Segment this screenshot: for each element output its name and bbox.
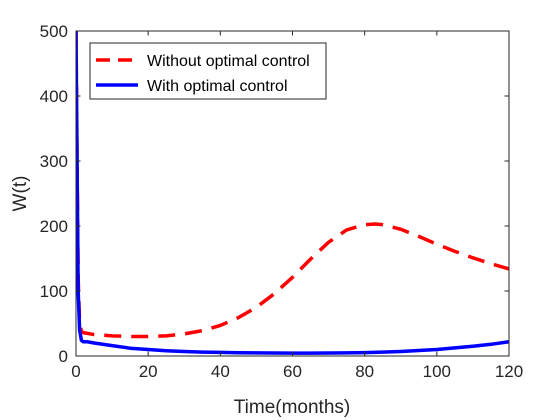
x-tick-label: 120 (495, 362, 523, 381)
ticks-layer: 0 20 40 60 80 100 120 0 100 200 300 400 500 (40, 22, 524, 381)
y-tick-label: 200 (40, 217, 68, 236)
x-tick-label: 80 (355, 362, 374, 381)
legend-label-2: With optimal control (147, 78, 288, 95)
y-tick-label: 500 (40, 22, 68, 41)
series-line-1 (76, 31, 509, 339)
x-axis-title: Time(months) (234, 397, 350, 418)
series-line-2 (76, 31, 509, 355)
x-tick-label: 100 (423, 362, 451, 381)
legend-box (89, 42, 327, 100)
y-tick-label: 300 (40, 152, 68, 171)
y-tick-label: 100 (40, 282, 68, 301)
legend-label-1: Without optimal control (147, 53, 310, 70)
x-tick-label: 0 (71, 362, 80, 381)
x-tick-label: 20 (139, 362, 158, 381)
legend: Without optimal control With optimal cont… (89, 42, 327, 100)
series-layer (76, 31, 509, 355)
x-tick-label: 40 (211, 362, 230, 381)
y-tick-label: 0 (59, 347, 68, 366)
y-axis-title: W(t) (10, 176, 31, 212)
y-tick-label: 400 (40, 87, 68, 106)
x-tick-label: 60 (283, 362, 302, 381)
